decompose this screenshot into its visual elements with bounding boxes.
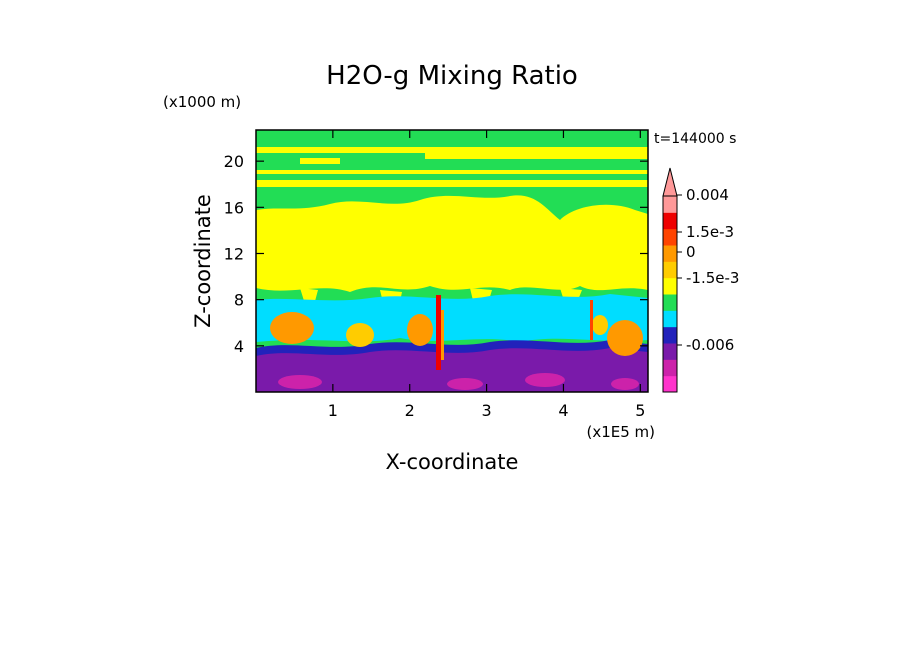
y-axis-ticks: 4 8 12 16 20 (224, 152, 648, 356)
colorbar-label: 1.5e-3 (686, 223, 734, 241)
y-tick-label: 16 (224, 198, 244, 217)
x-axis-label: X-coordinate (386, 450, 519, 474)
x-unit-label: (x1E5 m) (586, 423, 655, 441)
y-axis-label: Z-coordinate (191, 194, 215, 328)
colorbar-segment (663, 326, 677, 344)
x-tick-label: 4 (558, 401, 568, 420)
colorbar-label: -0.006 (686, 336, 734, 354)
y-tick-label: 4 (234, 337, 244, 356)
x-tick-label: 2 (405, 401, 415, 420)
colorbar-segment (663, 212, 677, 230)
colorbar-segment (663, 294, 677, 311)
colorbar-label: 0.004 (686, 186, 729, 204)
colorbar-labels: 0.004 1.5e-3 0 -1.5e-3 -0.006 (677, 186, 739, 354)
plot-frame (255, 129, 649, 393)
colorbar-segment (663, 261, 677, 279)
colorbar (662, 167, 678, 393)
colorbar-segment (663, 343, 677, 360)
colorbar-extend-arrow (662, 167, 678, 197)
y-tick-label: 12 (224, 244, 244, 263)
colorbar-label: -1.5e-3 (686, 269, 739, 287)
chart-title: H2O-g Mixing Ratio (326, 61, 578, 91)
y-tick-label: 8 (234, 291, 244, 310)
contour-field (256, 130, 648, 392)
time-label: t=144000 s (654, 131, 736, 147)
colorbar-segment (663, 196, 677, 213)
colorbar-segment (663, 228, 677, 246)
colorbar-segment (663, 310, 677, 328)
colorbar-segment (663, 375, 677, 393)
x-tick-label: 1 (328, 401, 338, 420)
colorbar-label: 0 (686, 243, 696, 261)
colorbar-segment (663, 359, 677, 377)
y-tick-label: 20 (224, 152, 244, 171)
y-unit-label: (x1000 m) (163, 93, 241, 111)
colorbar-frame (662, 195, 678, 393)
x-tick-label: 5 (635, 401, 645, 420)
colorbar-segment (663, 277, 677, 295)
x-tick-label: 3 (481, 401, 491, 420)
x-axis-ticks: 1 2 3 4 5 (328, 130, 645, 420)
colorbar-segment (663, 245, 677, 262)
